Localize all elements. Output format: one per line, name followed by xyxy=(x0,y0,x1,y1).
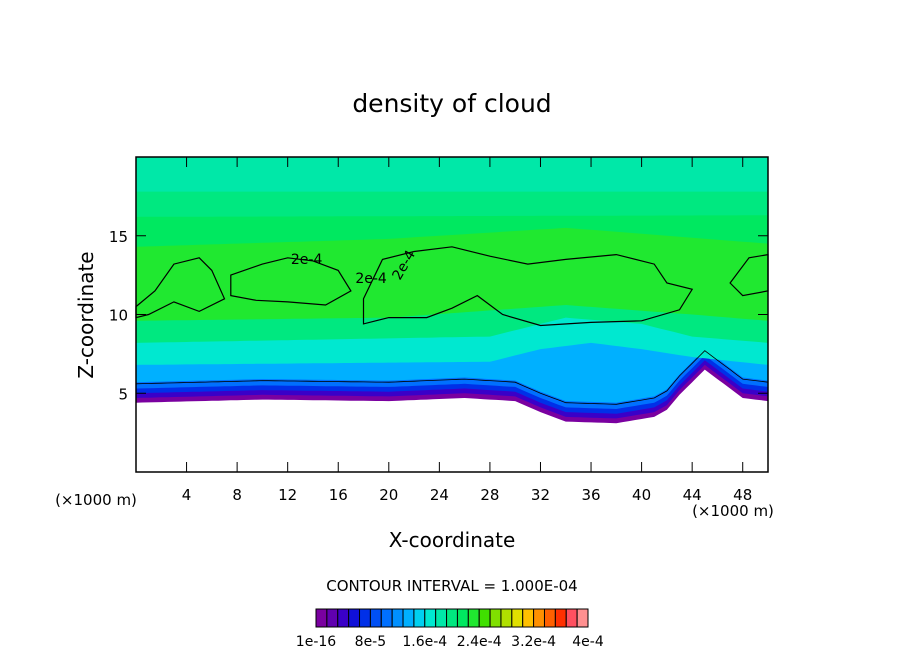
colorbar-box xyxy=(369,608,382,628)
y-tick-label: 5 xyxy=(118,385,128,403)
x-tick-label: 32 xyxy=(531,486,550,504)
chart-title: density of cloud xyxy=(352,89,551,118)
y-tick-label: 15 xyxy=(109,228,128,246)
colorbar-box xyxy=(565,608,578,628)
x-unit: (×1000 m) xyxy=(692,502,774,520)
x-tick-label: 16 xyxy=(329,486,348,504)
colorbar-box xyxy=(467,608,480,628)
x-tick-label: 24 xyxy=(430,486,449,504)
field-band xyxy=(136,157,768,192)
y-tick-label: 10 xyxy=(109,307,128,325)
x-axis-label: X-coordinate xyxy=(389,528,516,552)
colorbar-label: 1e-16 xyxy=(296,634,336,650)
colorbar-box xyxy=(478,608,491,628)
y-axis-label: Z-coordinate xyxy=(74,251,98,378)
colorbar-box xyxy=(424,608,437,628)
x-tick-label: 48 xyxy=(733,486,752,504)
colorbar-box xyxy=(391,608,404,628)
colorbar-box xyxy=(326,608,339,628)
colorbar-box xyxy=(533,608,545,628)
colorbar-box xyxy=(435,608,448,628)
colorbar-box xyxy=(413,608,426,628)
colorbar-box xyxy=(359,608,371,628)
y-unit: (×1000 m) xyxy=(55,491,137,509)
x-tick-label: 40 xyxy=(632,486,651,504)
contour-line xyxy=(230,257,352,306)
contour-label: 2e-4 xyxy=(355,271,387,287)
contour-interval: CONTOUR INTERVAL = 1.000E-04 xyxy=(326,577,577,595)
colorbar-box xyxy=(511,608,524,628)
colorbar-box xyxy=(380,608,393,628)
colorbar-box xyxy=(554,608,567,628)
colorbar-box xyxy=(576,608,589,628)
x-tick-label: 20 xyxy=(379,486,398,504)
field xyxy=(136,157,768,424)
colorbar-box xyxy=(446,608,458,628)
colorbar-box xyxy=(500,608,513,628)
colorbar-label: 1.6e-4 xyxy=(402,634,447,650)
colorbar-box xyxy=(337,608,350,628)
colorbar-box xyxy=(402,608,415,628)
colorbar-label: 2.4e-4 xyxy=(457,634,502,650)
colorbar-label: 8e-5 xyxy=(355,634,386,650)
colorbar-box xyxy=(522,608,535,628)
x-tick-label: 12 xyxy=(278,486,297,504)
contour-line xyxy=(362,246,694,327)
x-tick-label: 36 xyxy=(581,486,600,504)
colorbar-box xyxy=(315,608,328,628)
x-tick-label: 8 xyxy=(232,486,242,504)
colorbar-box xyxy=(456,608,469,628)
contour-line xyxy=(135,257,226,319)
colorbar-label: 3.2e-4 xyxy=(511,634,556,650)
x-tick-label: 4 xyxy=(182,486,192,504)
x-tick-label: 44 xyxy=(683,486,702,504)
contour-line xyxy=(135,350,769,405)
contour-label: 2e-4 xyxy=(291,252,323,268)
colorbar-label: 4e-4 xyxy=(572,634,604,650)
colorbar-box xyxy=(543,608,556,628)
colorbar-box xyxy=(489,608,502,628)
colorbar-box xyxy=(348,608,361,628)
x-tick-label: 28 xyxy=(480,486,499,504)
